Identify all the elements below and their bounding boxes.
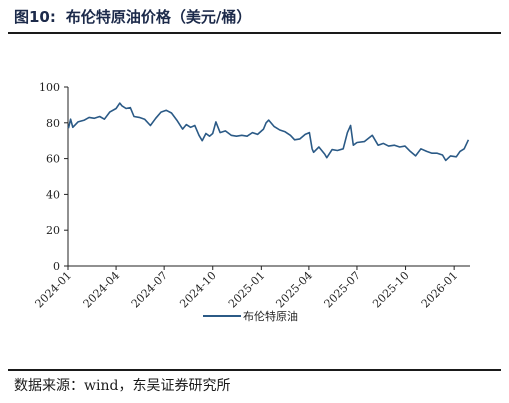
figure-number: 图10: (14, 8, 56, 26)
source-note: 数据来源：wind，东吴证券研究所 (14, 378, 231, 394)
x-tick-label: 2024-01 (33, 269, 75, 311)
y-tick-label: 80 (46, 117, 60, 130)
bottom-rule (8, 369, 501, 371)
chart-axes (67, 87, 470, 267)
legend-label: 布伦特原油 (243, 309, 298, 323)
series-layer (67, 102, 470, 162)
figure-caption: 布伦特原油价格（美元/桶） (65, 8, 252, 26)
y-tick-label: 60 (46, 153, 60, 166)
x-tick-label: 2025-04 (273, 269, 315, 311)
x-tick-label: 2026-01 (419, 269, 461, 311)
series-line-brent (67, 102, 470, 162)
x-tick-label: 2024-04 (81, 269, 123, 311)
y-tick-label: 100 (39, 81, 60, 94)
y-tick-label: 40 (46, 188, 60, 201)
x-tick-label: 2024-07 (129, 269, 171, 311)
x-axis-ticks: 2024-01 2024-04 2024-07 2024-10 2025-01 2025-… (33, 266, 461, 311)
top-rule (8, 32, 501, 34)
x-tick-label: 2025-10 (370, 269, 412, 311)
x-tick-label: 2024-10 (177, 269, 219, 311)
figure-title: 图10: 布伦特原油价格（美元/桶） (14, 4, 251, 30)
x-tick-label: 2025-01 (226, 269, 268, 311)
chart-legend: 布伦特原油 (203, 309, 298, 323)
x-tick-label: 2025-07 (322, 269, 364, 311)
y-axis-ticks: 0 20 40 60 80 100 (39, 81, 68, 273)
y-tick-label: 0 (53, 260, 60, 273)
y-tick-label: 20 (46, 224, 60, 237)
